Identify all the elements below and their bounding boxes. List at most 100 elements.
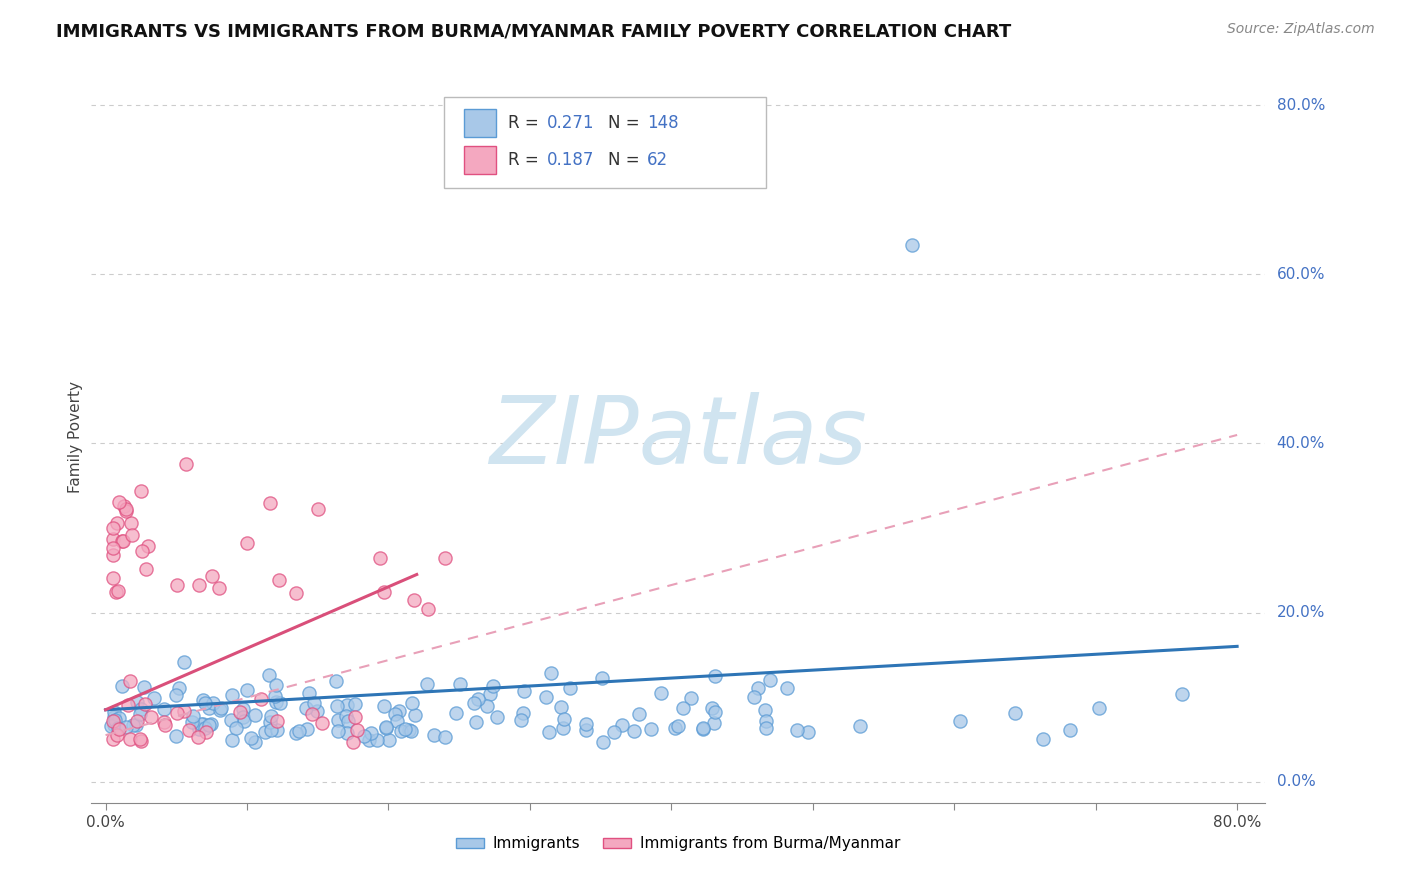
Point <box>187 730 209 744</box>
Point <box>115 504 138 518</box>
Point <box>591 671 613 685</box>
Text: R =: R = <box>508 151 544 169</box>
Point <box>336 726 359 740</box>
Text: 148: 148 <box>647 114 678 132</box>
Point <box>166 706 188 721</box>
Point <box>209 700 232 714</box>
Point <box>401 696 423 710</box>
Point <box>796 725 818 739</box>
Point <box>190 716 212 731</box>
Point <box>388 704 411 718</box>
Point <box>135 562 157 576</box>
Point <box>125 718 148 732</box>
Point <box>481 679 503 693</box>
Point <box>307 704 329 718</box>
Point <box>259 714 281 729</box>
Text: Source: ZipAtlas.com: Source: ZipAtlas.com <box>1227 22 1375 37</box>
Point <box>115 501 138 516</box>
Point <box>131 544 153 558</box>
Point <box>298 686 321 700</box>
Y-axis label: Family Poverty: Family Poverty <box>67 381 83 493</box>
Point <box>692 722 714 736</box>
Point <box>385 714 408 729</box>
Point <box>101 521 124 535</box>
Point <box>346 723 368 738</box>
Point <box>240 731 263 745</box>
Point <box>232 710 254 724</box>
Point <box>129 732 152 747</box>
Point <box>267 573 290 587</box>
Point <box>101 541 124 555</box>
Point <box>900 237 922 252</box>
Point <box>747 681 769 696</box>
Point <box>336 698 359 712</box>
Point <box>104 713 127 727</box>
Point <box>949 714 972 729</box>
Point <box>513 684 536 698</box>
Point <box>120 732 142 747</box>
Point <box>465 714 488 729</box>
Point <box>479 687 502 701</box>
Point <box>176 457 198 471</box>
Point <box>264 695 287 709</box>
Point <box>165 729 187 743</box>
Point <box>107 721 129 735</box>
Point <box>108 722 131 736</box>
Point <box>540 665 562 680</box>
Text: 0.0%: 0.0% <box>1277 774 1315 789</box>
Point <box>374 721 396 735</box>
Point <box>250 692 273 706</box>
Point <box>463 696 485 710</box>
Point <box>100 719 122 733</box>
Point <box>603 724 626 739</box>
Point <box>755 721 778 735</box>
Point <box>202 696 225 710</box>
Point <box>193 717 215 731</box>
Point <box>165 689 187 703</box>
Point <box>575 723 598 738</box>
Point <box>136 539 159 553</box>
Point <box>173 704 195 718</box>
Point <box>704 669 727 683</box>
Point <box>101 731 124 746</box>
Point <box>328 723 350 738</box>
Point <box>759 673 782 687</box>
Point <box>284 585 307 599</box>
Point <box>125 695 148 709</box>
Point <box>754 703 776 717</box>
Text: ZIPatlas: ZIPatlas <box>489 392 868 483</box>
Point <box>399 724 422 739</box>
Point <box>703 715 725 730</box>
Point <box>108 494 131 508</box>
Point <box>534 690 557 704</box>
Point <box>416 602 439 616</box>
FancyBboxPatch shape <box>443 97 766 188</box>
Bar <box>464 110 496 137</box>
Point <box>219 713 242 727</box>
Point <box>101 714 124 729</box>
Text: 0.271: 0.271 <box>547 114 595 132</box>
Point <box>776 681 799 695</box>
Point <box>337 714 360 728</box>
Point <box>111 534 134 549</box>
Point <box>467 692 489 706</box>
Point <box>101 532 124 546</box>
Point <box>229 705 252 719</box>
Point <box>191 693 214 707</box>
Point <box>666 719 689 733</box>
Point <box>243 707 266 722</box>
Point <box>692 721 714 735</box>
Text: 80.0%: 80.0% <box>1277 98 1324 112</box>
Point <box>672 701 695 715</box>
Point <box>134 697 156 711</box>
Legend: Immigrants, Immigrants from Burma/Myanmar: Immigrants, Immigrants from Burma/Myanma… <box>450 830 907 857</box>
Point <box>378 733 401 747</box>
Point <box>120 516 142 530</box>
Point <box>664 721 686 735</box>
Bar <box>464 146 496 174</box>
Point <box>538 724 561 739</box>
Point <box>103 710 125 724</box>
Point <box>384 706 406 721</box>
Point <box>209 703 232 717</box>
Point <box>103 705 125 719</box>
